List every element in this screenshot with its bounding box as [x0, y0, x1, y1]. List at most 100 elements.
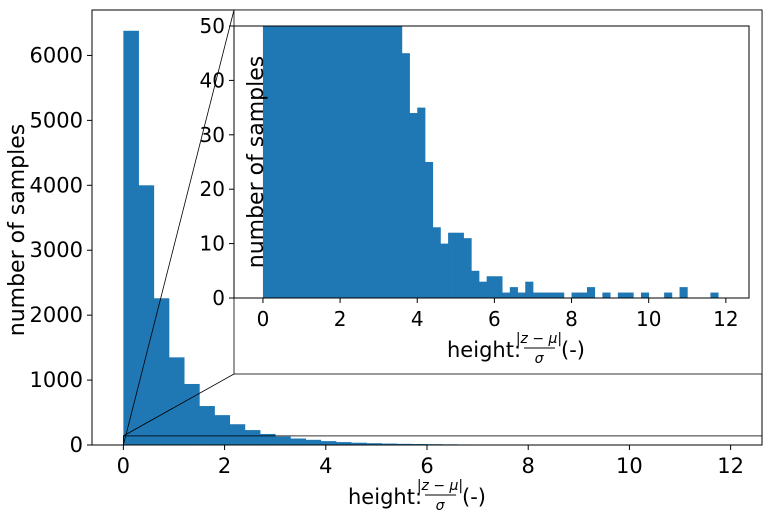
inset-histogram-bar [571, 292, 580, 298]
inset-histogram-bar [556, 292, 565, 298]
main-y-axis-label: number of samples [5, 124, 30, 337]
inset-histogram-bar [347, 26, 356, 298]
inset-y-tick-label: 0 [212, 286, 225, 310]
inset-x-axis-label: height: |z − μ| σ (-) [447, 331, 585, 367]
main-x-tick-label: 2 [218, 454, 231, 478]
inset-histogram-bar [332, 26, 341, 298]
main-y-tick-label: 4000 [30, 173, 83, 197]
inset-histogram-bar [386, 26, 395, 298]
svg-text:height:: height: [447, 338, 521, 362]
inset-histogram-bar [710, 292, 719, 298]
inset-histogram-bar [494, 276, 503, 298]
inset-x-tick-label: 2 [334, 307, 347, 331]
inset-histogram-bar [409, 113, 418, 298]
inset-histogram-bar [602, 292, 611, 298]
inset-histogram-bar [463, 238, 472, 298]
inset-histogram-bar [625, 292, 634, 298]
main-y-tick-label: 6000 [30, 43, 83, 67]
main-y-tick-label: 0 [70, 433, 83, 457]
inset-histogram-bar [378, 26, 387, 298]
svg-text:σ: σ [535, 351, 545, 367]
main-histogram-bar [229, 424, 246, 445]
inset-histogram-bar [532, 292, 542, 298]
inset-histogram-bar [278, 26, 287, 298]
main-histogram-bars [123, 30, 747, 445]
main-histogram-bar [168, 357, 185, 445]
inset-histogram-bar [340, 26, 349, 298]
inset-histogram-bar [579, 292, 588, 298]
inset-histogram-bar [509, 287, 518, 298]
inset-histogram-bar [432, 227, 441, 298]
inset-histogram-bar [548, 292, 557, 298]
main-histogram-bar [244, 430, 261, 445]
main-histogram-bar [290, 438, 306, 445]
main-histogram-bar [320, 441, 337, 445]
main-x-tick-label: 6 [420, 454, 433, 478]
svg-text:(-): (-) [462, 485, 486, 509]
main-histogram-bar [214, 415, 231, 445]
inset-histogram-bar [440, 243, 449, 298]
inset-y-ticks: 0 10 20 30 40 50 [200, 14, 234, 310]
inset-histogram-bar [309, 26, 318, 298]
inset-x-tick-label: 10 [636, 307, 661, 331]
inset-histogram-bar [448, 232, 457, 298]
inset-histogram-bar [471, 270, 480, 298]
inset-histogram-bars [262, 26, 719, 299]
main-histogram-bar [153, 298, 170, 445]
inset-x-tick-label: 0 [257, 307, 270, 331]
svg-text:σ: σ [436, 498, 446, 514]
main-y-tick-label: 2000 [30, 303, 83, 327]
inset-histogram-bar [286, 26, 295, 298]
main-x-axis-label: height: |z − μ| σ (-) [348, 478, 486, 514]
zoom-region-box [122, 435, 763, 446]
inset-y-tick-label: 40 [200, 68, 225, 92]
main-histogram-bar [335, 442, 352, 445]
inset-histogram-bar [617, 292, 626, 298]
inset-y-tick-label: 10 [200, 232, 225, 256]
inset-histogram-bar [478, 281, 488, 298]
zoom-connector-line [123, 373, 235, 437]
main-histogram-bar [275, 436, 291, 445]
zoom-connector-line [122, 9, 235, 446]
inset-histogram-bar [262, 26, 272, 298]
main-x-tick-label: 8 [522, 454, 535, 478]
main-x-tick-label: 12 [717, 454, 744, 478]
main-y-tick-label: 3000 [30, 238, 83, 262]
main-x-ticks: 0 2 4 6 8 10 12 [117, 445, 744, 478]
inset-histogram-bar [486, 276, 495, 298]
inset-histogram-bar [324, 26, 333, 298]
inset-x-tick-label: 8 [565, 307, 578, 331]
main-histogram-bar [396, 443, 413, 445]
inset-histogram-bar [293, 26, 302, 298]
main-x-tick-label: 4 [319, 454, 332, 478]
inset-histogram-bar [316, 26, 326, 298]
main-histogram-bar [260, 433, 276, 445]
inset-x-tick-label: 6 [488, 307, 501, 331]
main-x-tick-label: 10 [616, 454, 643, 478]
main-histogram-bar [381, 443, 398, 445]
inset-x-ticks: 0 2 4 6 8 10 12 [257, 298, 739, 331]
main-histogram-bar [123, 30, 139, 445]
inset-histogram-bar [679, 287, 688, 298]
inset-histogram-bar [355, 26, 364, 298]
main-x-tick-label: 0 [117, 454, 130, 478]
svg-text:height:: height: [348, 485, 422, 509]
svg-text:(-): (-) [561, 338, 585, 362]
main-histogram-bar [305, 439, 322, 445]
inset-histogram-bar [424, 162, 434, 298]
inset-y-tick-label: 50 [200, 14, 225, 38]
inset-histogram-bar [301, 26, 310, 298]
main-plot-area: 0 2 4 6 8 10 12 0 1000 2000 3000 4000 50 0 0 6000 numb… [5, 9, 763, 514]
inset-histogram-bar [394, 26, 403, 298]
main-histogram-bar [366, 443, 382, 445]
inset-histogram-bar [455, 232, 464, 298]
main-histogram-bar [184, 383, 200, 445]
main-histogram-bar [199, 406, 215, 445]
svg-text:|z − μ|: |z − μ| [516, 331, 562, 347]
inset-histogram-bar [586, 287, 596, 298]
inset-histogram-bar [540, 292, 549, 298]
main-y-tick-label: 1000 [30, 368, 83, 392]
zoom-indicator [122, 9, 763, 446]
